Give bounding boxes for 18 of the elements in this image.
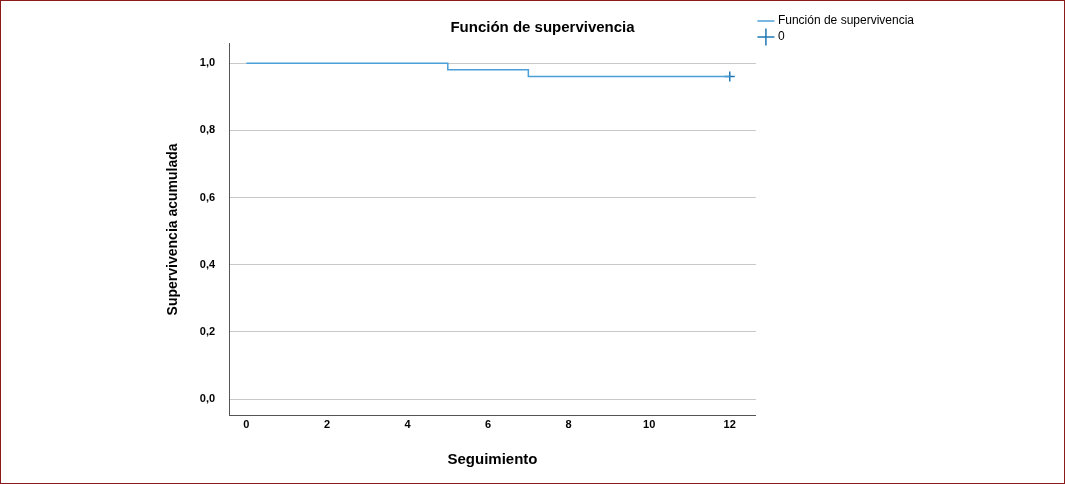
legend-label: Función de supervivencia bbox=[777, 13, 915, 28]
chart-title: Función de supervivencia bbox=[450, 18, 636, 36]
legend-label: 0 bbox=[777, 29, 785, 44]
x-tick-label: 10 bbox=[643, 418, 656, 431]
y-tick-label: 0,4 bbox=[199, 257, 216, 270]
y-tick-label: 0,0 bbox=[199, 392, 216, 405]
x-axis-title: Seguimiento bbox=[447, 450, 538, 468]
x-tick-label: 0 bbox=[243, 418, 250, 431]
x-tick-label: 8 bbox=[565, 418, 572, 431]
y-tick-label: 0,2 bbox=[199, 324, 216, 337]
x-tick-label: 4 bbox=[404, 418, 412, 431]
y-axis-title: Supervivencia acumulada bbox=[164, 143, 181, 316]
x-tick-label: 2 bbox=[323, 418, 331, 431]
x-tick-label: 6 bbox=[485, 418, 492, 431]
x-tick-label: 12 bbox=[723, 418, 736, 431]
y-tick-label: 0,8 bbox=[199, 123, 216, 136]
y-tick-label: 0,6 bbox=[199, 190, 216, 203]
y-tick-label: 1,0 bbox=[199, 56, 216, 69]
